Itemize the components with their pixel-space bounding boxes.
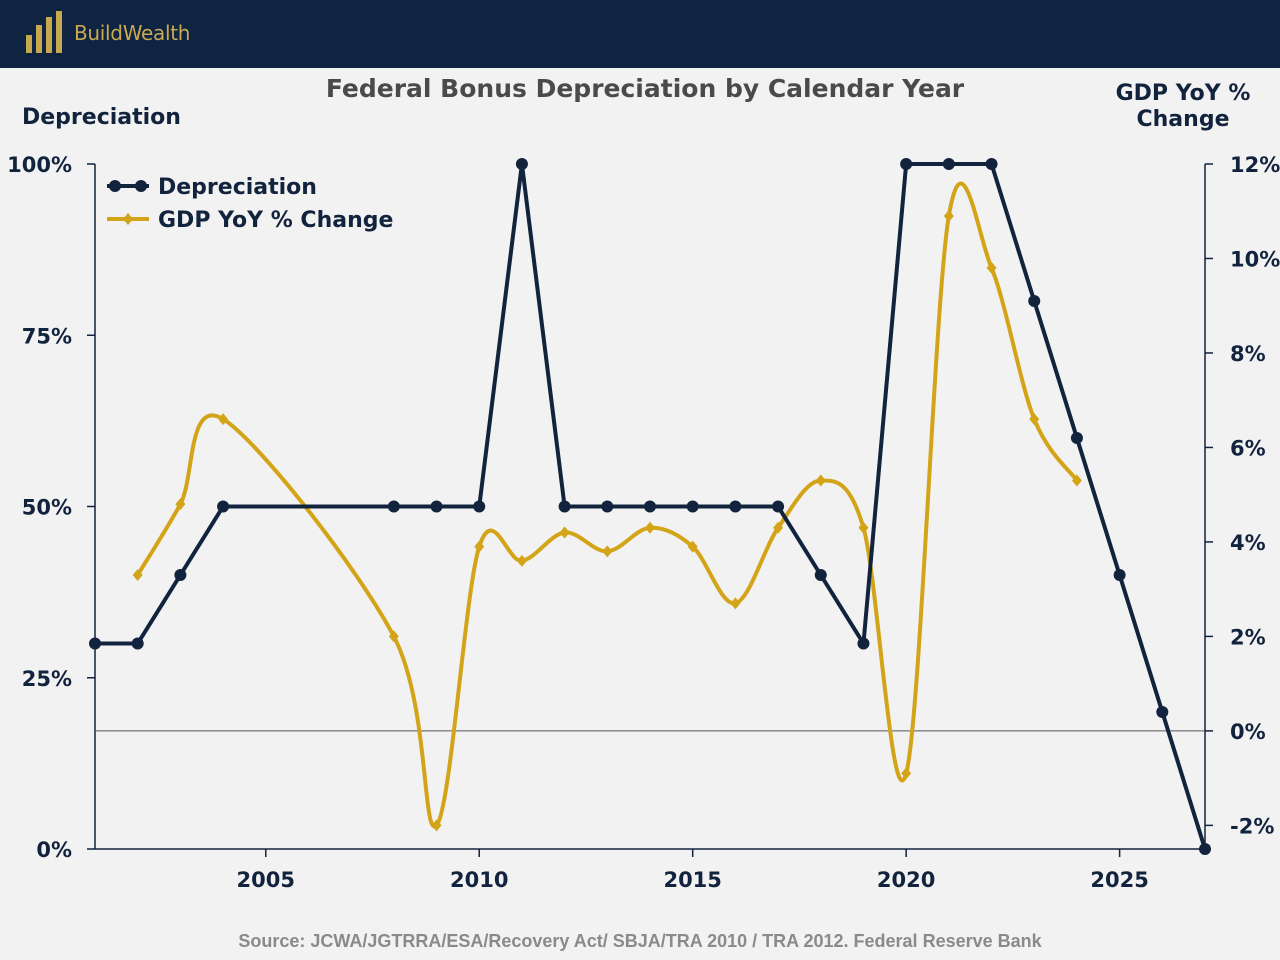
gdp-point	[730, 597, 741, 610]
depreciation-point	[1028, 295, 1041, 307]
stacked-bars-logo-icon	[26, 11, 62, 53]
depreciation-point	[1070, 432, 1083, 444]
gdp-point	[1029, 413, 1040, 426]
brand-name: BuildWealth	[74, 21, 191, 45]
x-tick-label: 2010	[450, 868, 508, 892]
chart-title: Federal Bonus Depreciation by Calendar Y…	[325, 74, 965, 103]
chart-series	[89, 158, 1211, 855]
legend-gdp-marker	[123, 213, 133, 225]
chart-axes	[94, 164, 1206, 850]
left-tick-label: 0%	[36, 838, 72, 862]
right-tick-label: -2%	[1230, 814, 1274, 838]
gdp-point	[815, 474, 826, 487]
depreciation-point	[1199, 843, 1211, 855]
depreciation-point	[686, 500, 699, 513]
depreciation-point	[430, 500, 443, 513]
source-note: Source: JCWA/JGTRRA/ESA/Recovery Act/ SB…	[238, 931, 1042, 951]
gdp-point	[175, 498, 186, 511]
legend-depreciation-marker	[135, 180, 147, 192]
legend-depreciation-label: Depreciation	[158, 175, 317, 200]
left-tick-label: 25%	[22, 667, 72, 691]
chart-ticks: 0% 25% 50% 75% 100% -2% 0% 2% 4% 6% 8% 10% 12% 2005 20…	[7, 153, 1280, 892]
gdp-point	[687, 540, 698, 553]
gdp-point	[388, 630, 399, 643]
x-tick-label: 2020	[877, 868, 935, 892]
depreciation-point	[985, 158, 998, 170]
gdp-point	[602, 545, 613, 558]
depreciation-point	[473, 500, 486, 513]
gdp-point	[474, 540, 485, 553]
depreciation-point	[601, 500, 614, 513]
gdp-point	[516, 554, 527, 567]
legend-gdp-label: GDP YoY % Change	[158, 208, 393, 233]
depreciation-point	[644, 500, 656, 513]
depreciation-point	[1113, 569, 1126, 581]
depreciation-series-line	[95, 162, 1207, 850]
depreciation-point	[814, 569, 827, 581]
right-tick-label: 12%	[1230, 153, 1280, 177]
gdp-point	[431, 819, 442, 832]
x-tick-label: 2015	[663, 868, 721, 892]
depreciation-point	[900, 158, 913, 170]
gdp-point	[559, 526, 570, 539]
depreciation-point	[131, 637, 144, 650]
header-bar: BuildWealth	[0, 0, 1280, 68]
gdp-point	[986, 261, 997, 274]
legend-depreciation-marker	[109, 180, 121, 192]
depreciation-point	[772, 500, 785, 513]
gdp-point	[943, 209, 954, 222]
depreciation-point	[89, 637, 101, 650]
depreciation-point	[857, 637, 870, 650]
chart-legend: Depreciation GDP YoY % Change	[107, 175, 393, 233]
gdp-point	[858, 521, 869, 534]
gdp-point	[1071, 474, 1082, 487]
right-tick-label: 6%	[1230, 436, 1266, 460]
depreciation-point	[217, 500, 230, 513]
left-tick-label: 50%	[22, 496, 72, 520]
depreciation-point	[942, 158, 955, 170]
right-axis-title: GDP YoY % Change	[1115, 81, 1251, 132]
right-tick-label: 10%	[1230, 247, 1280, 271]
right-tick-label: 8%	[1230, 342, 1266, 366]
depreciation-point	[387, 500, 400, 513]
gdp-point	[132, 569, 143, 581]
depreciation-point	[515, 158, 528, 170]
depreciation-point	[174, 569, 187, 581]
gdp-point	[901, 767, 912, 780]
right-tick-label: 4%	[1230, 531, 1266, 555]
right-tick-label: 0%	[1230, 720, 1266, 744]
depreciation-point	[1156, 706, 1169, 718]
gdp-point	[773, 521, 784, 534]
right-tick-label: 2%	[1230, 625, 1266, 649]
x-tick-label: 2025	[1090, 868, 1148, 892]
depreciation-point	[729, 500, 742, 513]
gdp-point	[218, 413, 229, 426]
gdp-point	[645, 521, 655, 534]
left-axis-title: Depreciation	[22, 105, 181, 130]
x-tick-label: 2005	[237, 868, 295, 892]
left-tick-label: 75%	[22, 324, 72, 348]
depreciation-point	[558, 500, 571, 513]
left-tick-label: 100%	[7, 153, 72, 177]
